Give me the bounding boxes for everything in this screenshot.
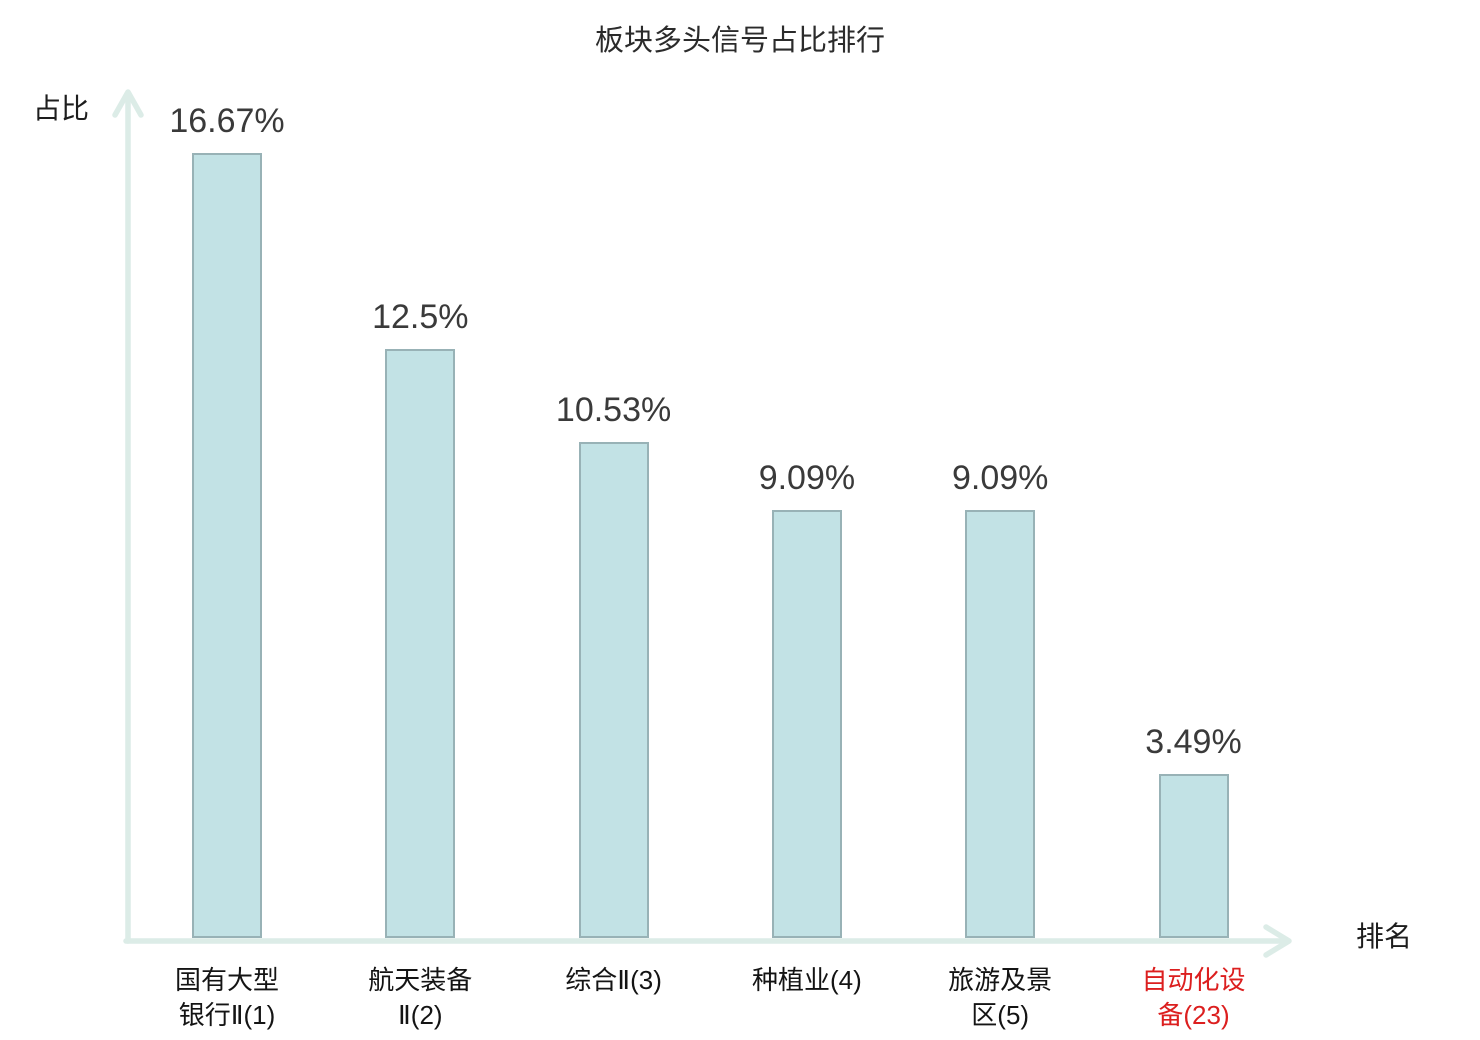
bar-category-label: 种植业(4) — [697, 963, 917, 998]
x-axis-label: 排名 — [1356, 921, 1413, 952]
category-label-line: 种植业(4) — [752, 965, 862, 995]
category-label-line: 备(23) — [1157, 1000, 1230, 1030]
bar-category-label: 航天装备 Ⅱ(2) — [310, 963, 530, 1033]
bar-value-label: 12.5% — [372, 298, 469, 336]
bar-category-label: 自动化设备(23) — [1084, 963, 1304, 1033]
bar-category-label: 旅游及景区(5) — [890, 963, 1110, 1033]
bar-category-label: 国有大型银行Ⅱ(1) — [117, 963, 337, 1033]
chart-title: 板块多头信号占比排行 — [594, 25, 885, 57]
category-label-line: 区(5) — [971, 1000, 1030, 1030]
bar — [965, 510, 1036, 938]
y-axis-arrow-icon — [112, 89, 144, 118]
bar — [192, 153, 262, 938]
bar-value-label: 3.49% — [1145, 723, 1242, 761]
bar — [771, 510, 842, 938]
bar-value-label: 9.09% — [758, 459, 856, 497]
category-label-line: 航天装备 — [368, 965, 473, 995]
category-label-line: 旅游及景 — [948, 965, 1053, 995]
x-axis-arrow-icon — [1263, 924, 1292, 958]
category-label-line: 自动化设 — [1141, 965, 1246, 995]
category-label-line: 综合Ⅱ(3) — [565, 965, 662, 995]
bar — [385, 349, 456, 938]
bar-value-label: 10.53% — [555, 391, 672, 429]
bar — [578, 442, 649, 938]
category-label-line: Ⅱ(2) — [398, 1000, 443, 1030]
bar — [1158, 774, 1229, 938]
category-label-line: 国有大型 — [174, 965, 279, 995]
y-axis-label: 占比 — [33, 93, 90, 124]
bar-value-label: 16.67% — [169, 102, 285, 140]
bar-category-label: 综合Ⅱ(3) — [504, 963, 724, 998]
bar-value-label: 9.09% — [951, 459, 1049, 497]
category-label-line: 银行Ⅱ(1) — [178, 1000, 276, 1030]
